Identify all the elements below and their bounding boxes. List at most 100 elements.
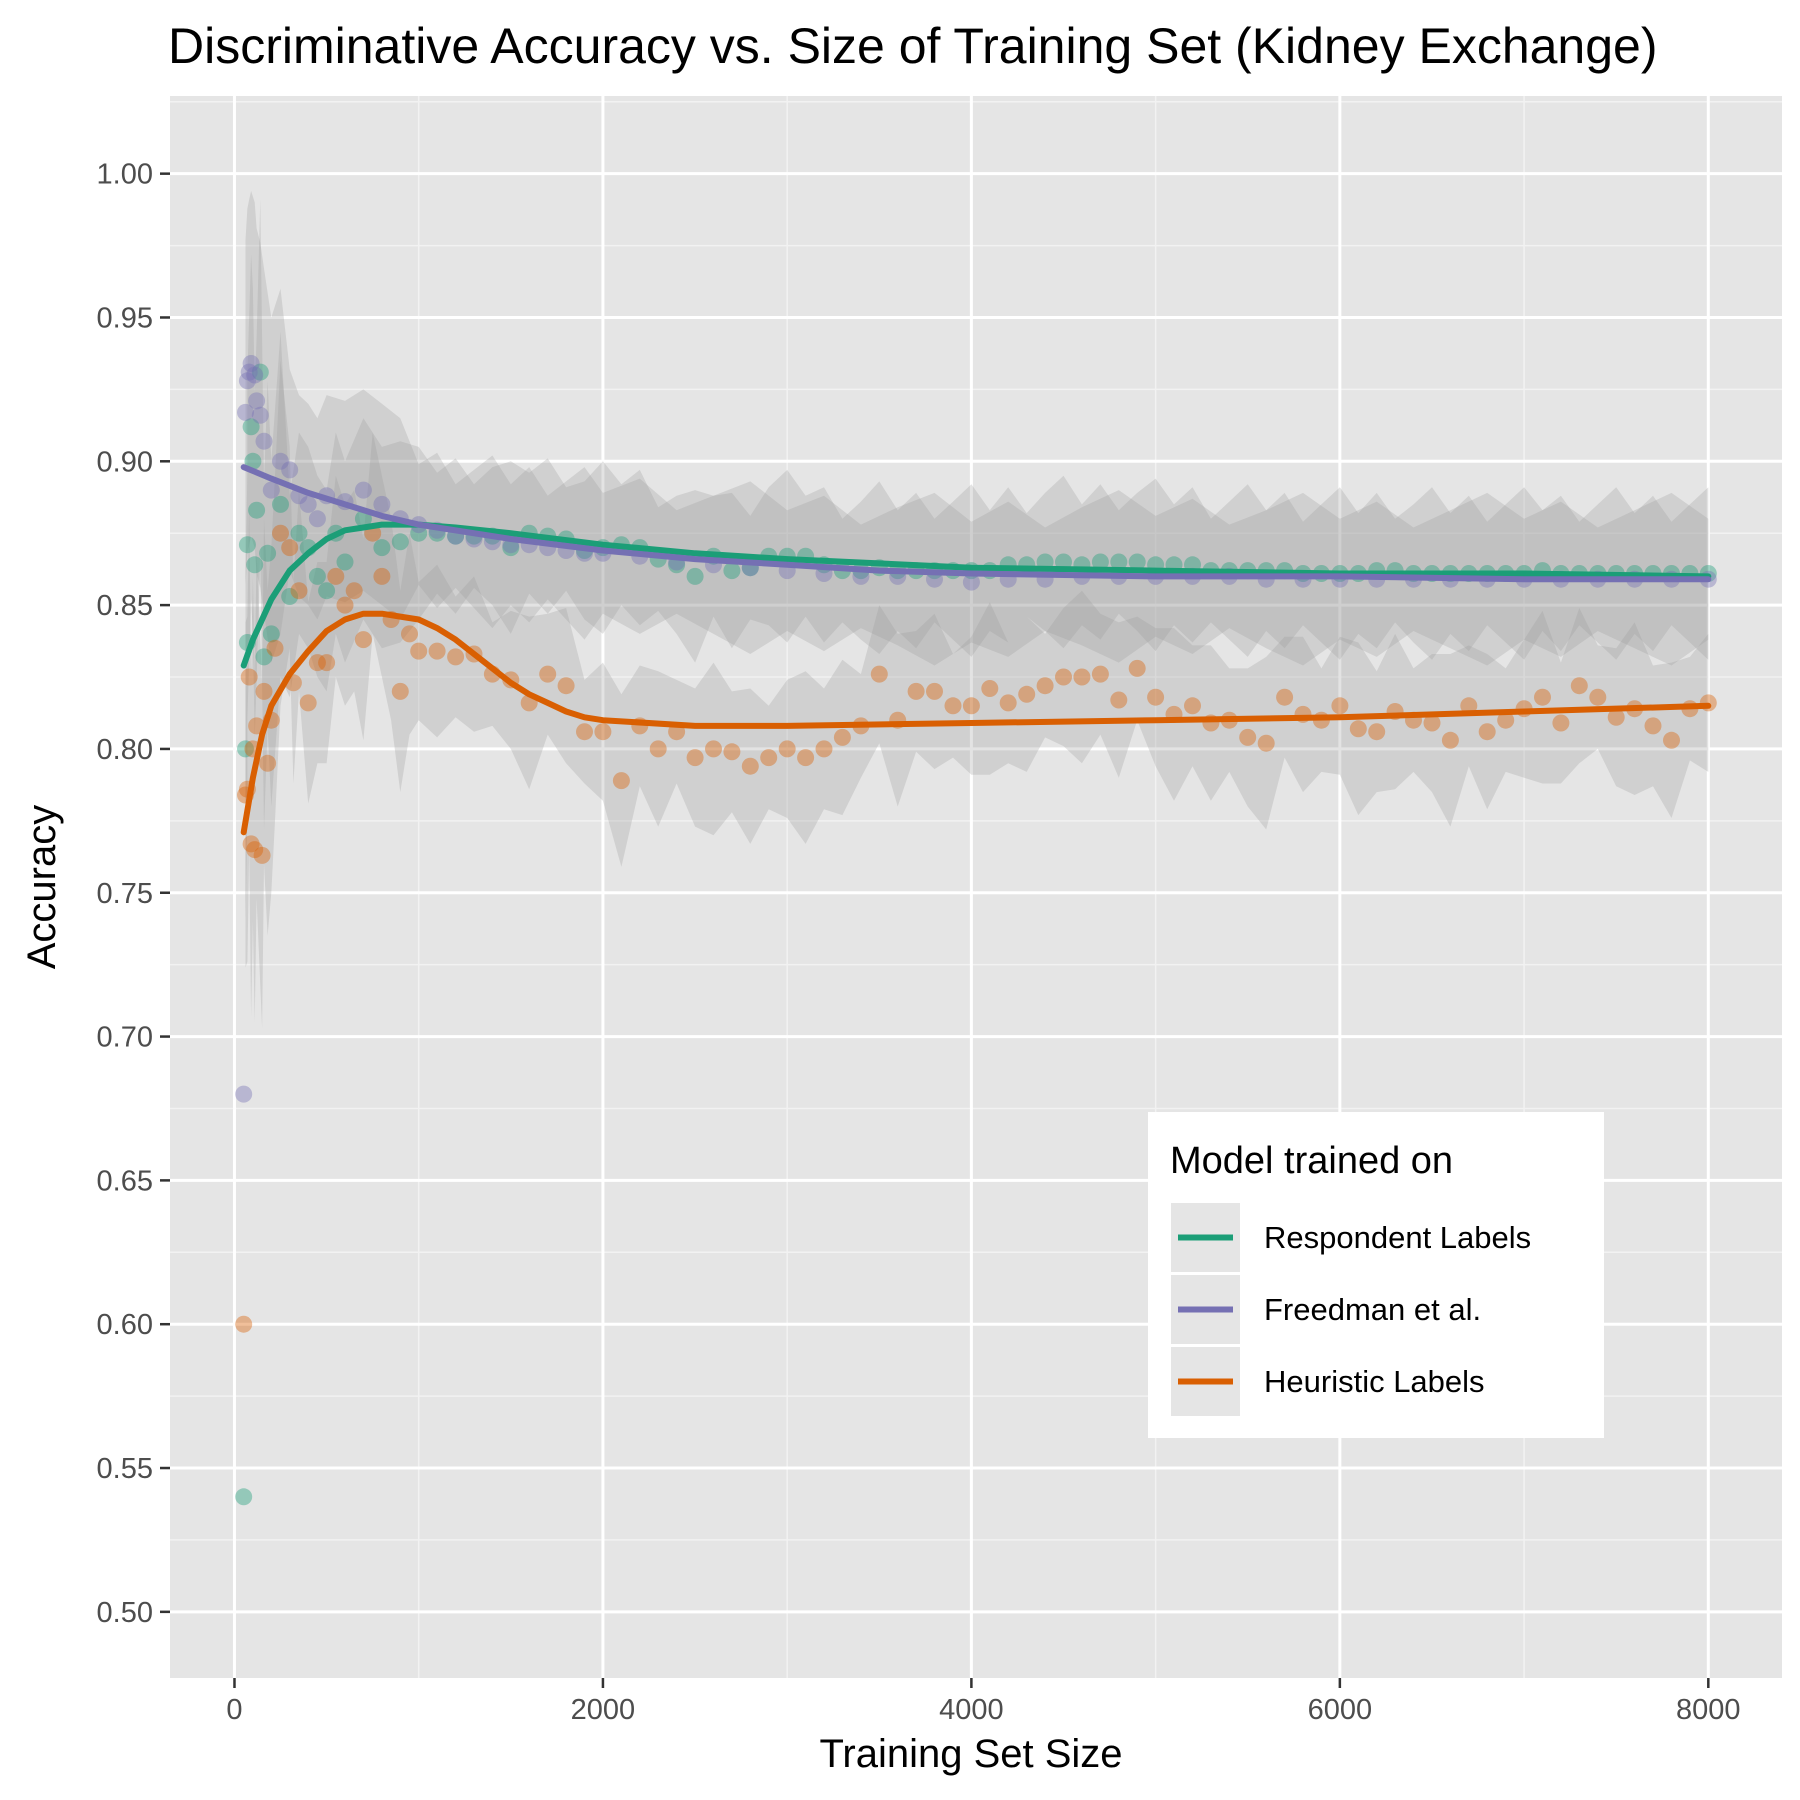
data-point [1276, 688, 1294, 706]
data-point [686, 749, 704, 767]
data-point [281, 461, 299, 479]
y-tick-label: 1.00 [97, 159, 153, 191]
data-point [238, 372, 256, 390]
data-point [246, 556, 264, 574]
data-point [253, 846, 271, 864]
y-tick-label: 0.75 [97, 878, 153, 910]
axes: 0.50 0.55 0.60 0.65 0.70 0.75 0.80 0.85 0.90 0.95… [97, 159, 1741, 1726]
x-axis-title: Training Set Size [819, 1732, 1122, 1776]
data-point [1091, 553, 1109, 571]
data-point [1128, 659, 1146, 677]
legend-label: Heuristic Labels [1264, 1364, 1485, 1399]
data-point [1091, 665, 1109, 683]
y-tick-label: 0.65 [97, 1165, 153, 1197]
y-tick-label: 0.60 [97, 1309, 153, 1341]
data-point [981, 680, 999, 697]
data-point [262, 481, 280, 499]
data-point [1110, 691, 1128, 709]
data-point [1644, 717, 1662, 735]
data-point [1368, 723, 1386, 741]
data-point [870, 665, 888, 683]
data-point [373, 567, 391, 585]
y-tick-label: 0.70 [97, 1022, 153, 1054]
data-point [1055, 668, 1072, 686]
data-point [246, 841, 264, 859]
data-point [308, 654, 326, 672]
data-point [539, 665, 557, 683]
data-point [299, 694, 317, 712]
data-point [327, 567, 345, 585]
data-point [649, 740, 667, 758]
y-tick-label: 0.55 [97, 1453, 153, 1485]
data-point [1478, 723, 1496, 741]
data-point [944, 697, 962, 715]
data-point [262, 625, 280, 643]
data-point [238, 536, 256, 554]
data-point [391, 682, 409, 700]
data-point [255, 432, 273, 450]
data-point [354, 481, 372, 499]
data-point [686, 567, 704, 585]
confidence-ribbon [245, 199, 1709, 922]
data-point [281, 539, 299, 557]
data-point [281, 588, 299, 605]
series-line [240, 464, 1712, 583]
data-point [345, 582, 363, 600]
smooth-lines [240, 464, 1712, 836]
x-tick-label: 8000 [1676, 1694, 1741, 1726]
data-point [373, 495, 391, 513]
data-point [1257, 734, 1275, 752]
data-point [401, 625, 418, 643]
data-point [576, 723, 593, 741]
data-point [410, 524, 428, 542]
data-point [1128, 553, 1146, 571]
data-point [248, 392, 266, 410]
data-point [246, 366, 264, 384]
data-point [778, 740, 796, 758]
data-point [962, 697, 980, 715]
data-point [336, 553, 354, 571]
y-tick-label: 0.80 [97, 734, 153, 766]
data-point [240, 668, 258, 686]
y-tick-label: 0.90 [97, 446, 153, 478]
y-tick-label: 0.95 [97, 302, 153, 334]
data-point [594, 723, 612, 741]
data-point [815, 740, 833, 758]
data-point [251, 406, 269, 424]
data-point [1552, 714, 1570, 732]
data-point [242, 355, 260, 372]
data-point [235, 1315, 253, 1333]
legend: Model trained on Respondent Labels Freedm… [1148, 1112, 1604, 1438]
data-point [1441, 731, 1459, 749]
data-point [235, 1085, 253, 1103]
data-point [308, 510, 326, 528]
data-point [1018, 685, 1036, 703]
data-point [242, 835, 260, 853]
data-point [318, 654, 336, 672]
data-point [1460, 697, 1478, 715]
y-axis-title: Accuracy [20, 805, 64, 970]
data-point [251, 363, 269, 381]
data-point [237, 740, 254, 758]
data-point [502, 539, 520, 557]
x-tick-label: 2000 [571, 1694, 636, 1726]
data-point [272, 452, 289, 470]
data-point [1589, 688, 1607, 706]
series-line [240, 610, 1712, 836]
data-point [290, 524, 308, 542]
data-point [1073, 668, 1091, 686]
data-point [255, 682, 273, 700]
data-point [410, 642, 428, 660]
data-point [1036, 677, 1054, 695]
data-point [391, 533, 409, 551]
data-point [1110, 553, 1128, 571]
data-point [723, 743, 741, 761]
data-point [272, 495, 289, 513]
data-point [354, 631, 372, 649]
data-point [723, 562, 741, 580]
data-point [248, 501, 266, 519]
data-point [290, 582, 308, 600]
data-point [308, 567, 326, 585]
legend-title: Model trained on [1170, 1140, 1453, 1182]
